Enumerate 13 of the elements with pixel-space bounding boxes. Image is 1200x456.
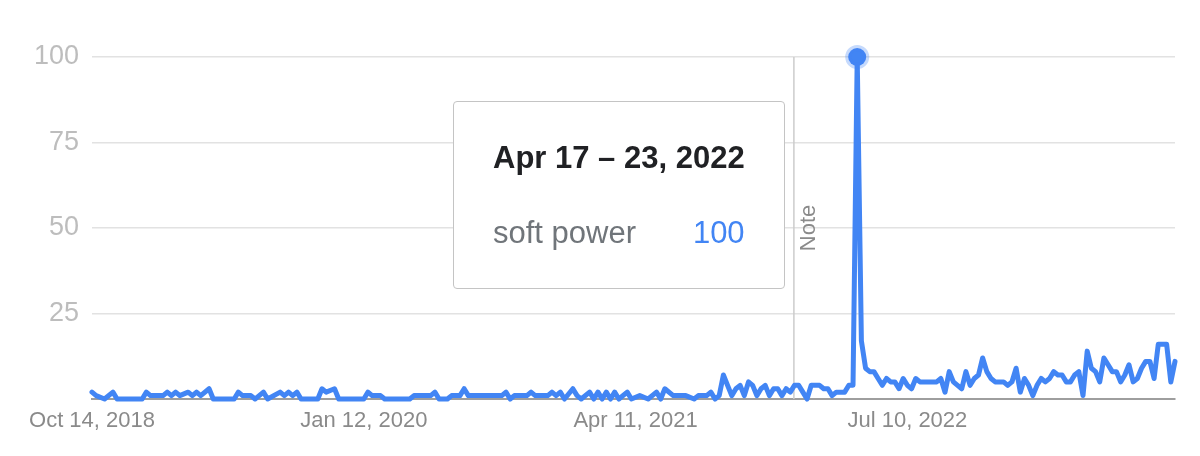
y-tick-label: 50 — [48, 211, 79, 242]
annotation: Apr 17 – 23, 2022 — [493, 140, 745, 175]
x-tick-label: Jul 10, 2022 — [847, 407, 968, 433]
y-tick-label: 100 — [33, 40, 79, 71]
y-tick-label: 75 — [48, 125, 79, 156]
annotation: 100 — [692, 215, 745, 250]
x-tick-label: Apr 11, 2021 — [573, 407, 698, 433]
x-tick-label: Jan 12, 2020 — [300, 407, 428, 433]
ref-line-label: Note — [794, 204, 820, 252]
tooltip-card: Apr 17 – 23, 2022 soft power 100 — [453, 101, 785, 289]
x-tick-label: Oct 14, 2018 — [29, 407, 155, 433]
y-tick-label: 25 — [48, 296, 79, 327]
annotation: soft power — [493, 215, 637, 250]
